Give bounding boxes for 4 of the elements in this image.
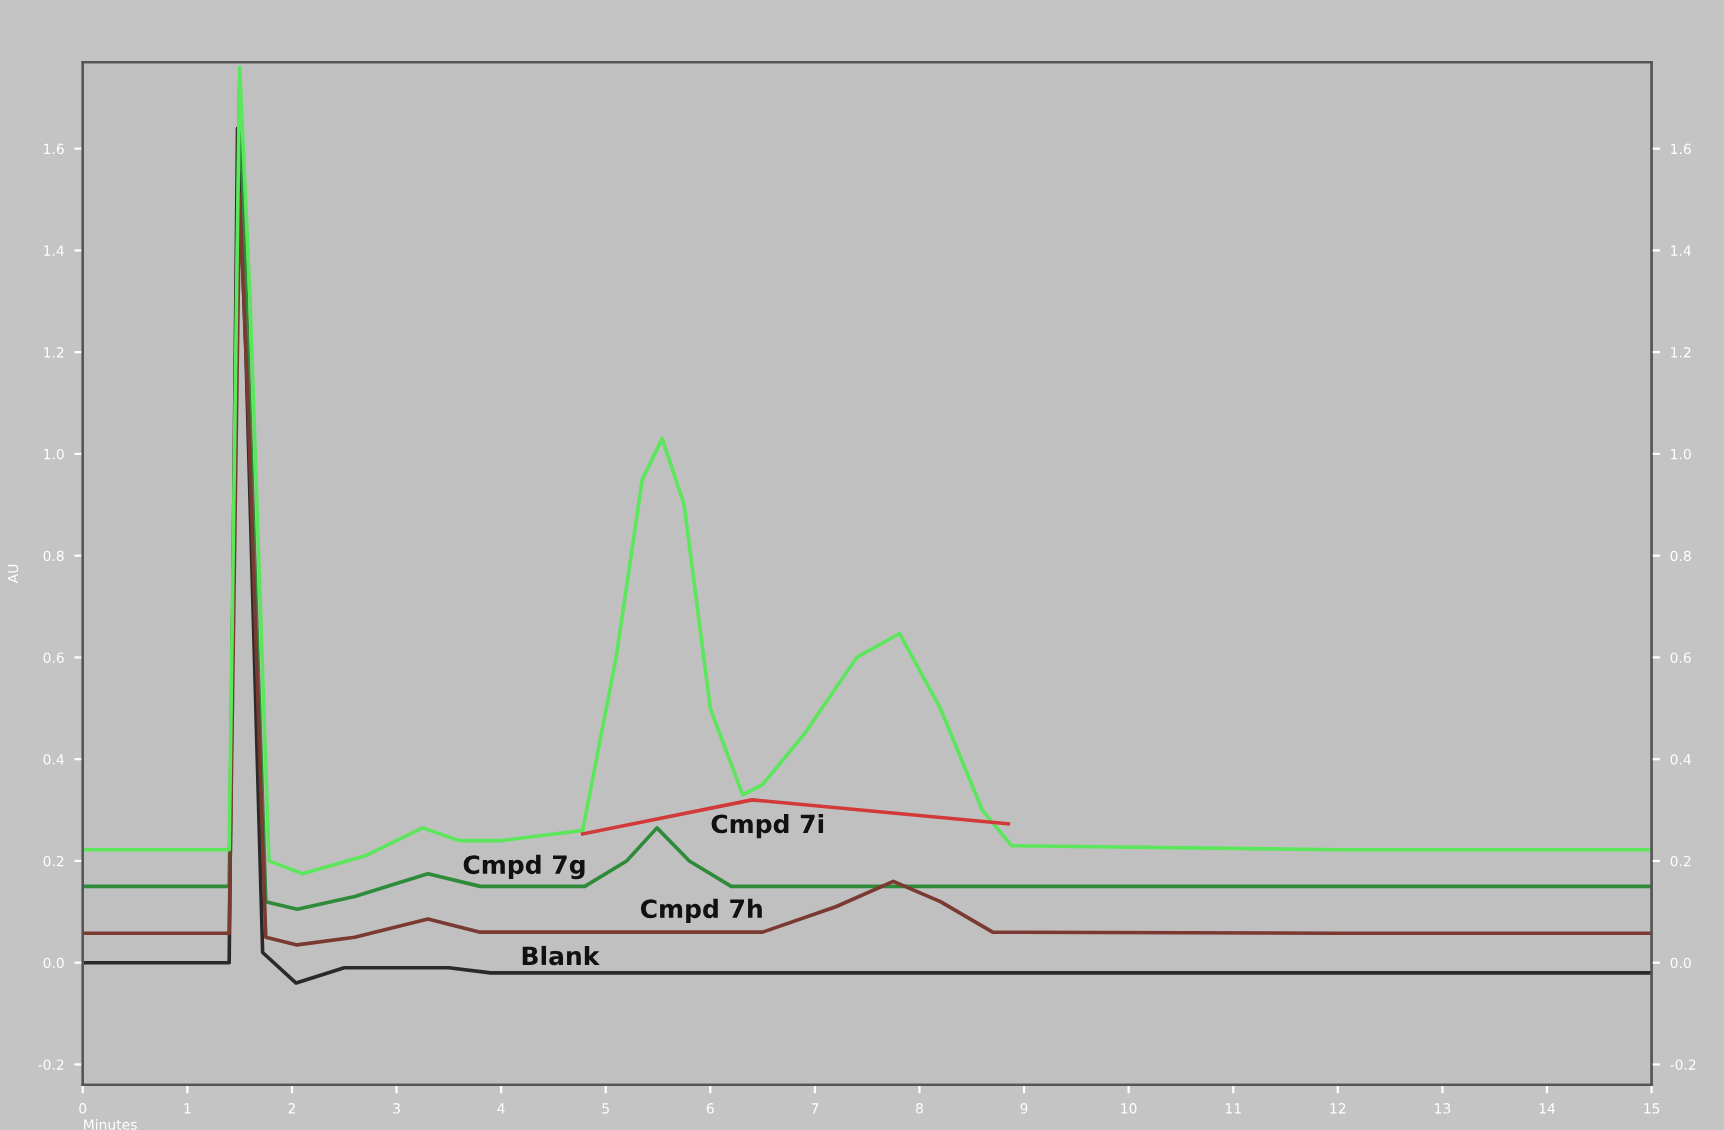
annotation: Cmpd 7i	[711, 813, 824, 839]
annotation: Cmpd 7h	[640, 898, 762, 924]
annotation: Cmpd 7g	[463, 854, 585, 880]
annotation: Blank	[522, 945, 600, 966]
